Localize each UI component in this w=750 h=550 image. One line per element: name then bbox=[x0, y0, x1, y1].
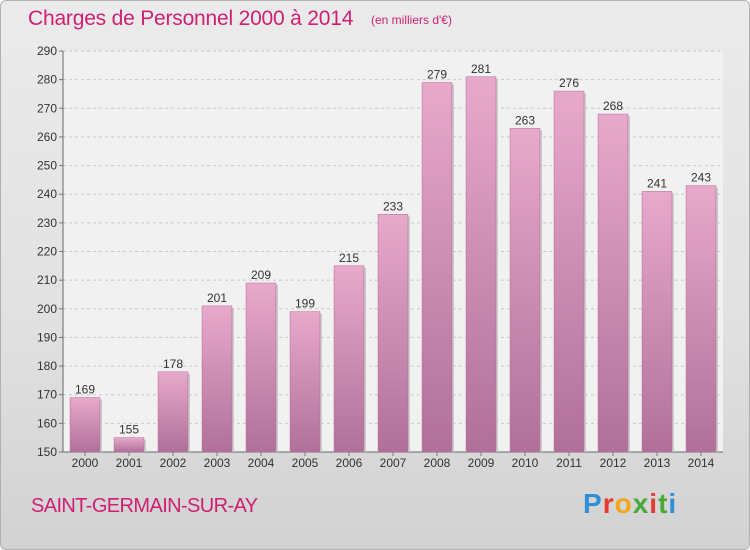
brand-letter: P bbox=[583, 488, 603, 519]
y-tick-label: 200 bbox=[37, 302, 57, 316]
bar-value-label: 281 bbox=[471, 62, 491, 76]
bar bbox=[553, 90, 585, 453]
y-tick-label: 210 bbox=[37, 273, 57, 287]
bar bbox=[113, 437, 145, 453]
x-tick-label: 2000 bbox=[72, 456, 99, 470]
brand-letter: o bbox=[614, 488, 633, 519]
y-tick-label: 260 bbox=[37, 130, 57, 144]
bar-value-label: 233 bbox=[383, 199, 403, 213]
y-tick-label: 150 bbox=[37, 445, 57, 459]
brand-letter: i bbox=[668, 488, 678, 519]
bar-value-label: 155 bbox=[119, 423, 139, 437]
bar bbox=[597, 113, 629, 453]
x-tick-label: 2014 bbox=[688, 456, 715, 470]
y-tick-label: 290 bbox=[37, 44, 57, 58]
bar-value-label: 209 bbox=[251, 268, 271, 282]
bar bbox=[245, 282, 277, 453]
y-tick-label: 170 bbox=[37, 388, 57, 402]
x-tick-label: 2008 bbox=[424, 456, 451, 470]
x-tick-label: 2010 bbox=[512, 456, 539, 470]
bar-value-label: 268 bbox=[603, 99, 623, 113]
x-tick-label: 2003 bbox=[204, 456, 231, 470]
brand-letter: t bbox=[658, 488, 669, 519]
bar-value-label: 263 bbox=[515, 113, 535, 127]
bar bbox=[641, 191, 673, 453]
bar-value-label: 243 bbox=[691, 171, 711, 185]
town-name: SAINT-GERMAIN-SUR-AY bbox=[31, 495, 258, 517]
chart-title: Charges de Personnel 2000 à 2014 bbox=[28, 7, 354, 30]
bar-value-label: 279 bbox=[427, 68, 447, 82]
y-tick-label: 280 bbox=[37, 73, 57, 87]
x-tick-label: 2001 bbox=[116, 456, 143, 470]
bar bbox=[421, 82, 453, 453]
x-tick-label: 2007 bbox=[380, 456, 407, 470]
bar-value-label: 241 bbox=[647, 176, 667, 190]
y-tick-label: 160 bbox=[37, 416, 57, 430]
bar bbox=[465, 76, 497, 453]
bar bbox=[289, 311, 321, 453]
bar bbox=[333, 265, 365, 453]
x-tick-label: 2002 bbox=[160, 456, 187, 470]
x-tick-label: 2005 bbox=[292, 456, 319, 470]
bar bbox=[377, 214, 409, 453]
bar bbox=[509, 128, 541, 453]
brand-letter: i bbox=[649, 488, 659, 519]
y-tick-label: 220 bbox=[37, 245, 57, 259]
brand-letter: r bbox=[602, 488, 615, 519]
x-tick-label: 2012 bbox=[600, 456, 627, 470]
bar-value-label: 199 bbox=[295, 297, 315, 311]
chart-subtitle: (en milliers d'€) bbox=[371, 13, 452, 27]
bar bbox=[201, 305, 233, 453]
x-tick-label: 2013 bbox=[644, 456, 671, 470]
bar bbox=[157, 371, 189, 453]
bar-value-label: 178 bbox=[163, 357, 183, 371]
x-tick-label: 2011 bbox=[556, 456, 582, 470]
x-tick-label: 2009 bbox=[468, 456, 495, 470]
bar-value-label: 215 bbox=[339, 251, 359, 265]
y-tick-label: 180 bbox=[37, 359, 57, 373]
bar-value-label: 169 bbox=[75, 383, 95, 397]
y-tick-label: 250 bbox=[37, 159, 57, 173]
x-tick-label: 2006 bbox=[336, 456, 363, 470]
bar bbox=[685, 185, 717, 453]
y-tick-label: 190 bbox=[37, 330, 57, 344]
y-tick-label: 270 bbox=[37, 101, 57, 115]
y-tick-label: 240 bbox=[37, 187, 57, 201]
brand-letter: x bbox=[632, 488, 650, 519]
bar bbox=[69, 397, 101, 453]
bar-value-label: 276 bbox=[559, 76, 579, 90]
y-tick-label: 230 bbox=[37, 216, 57, 230]
proxiti-logo: Proxiti bbox=[583, 488, 677, 520]
x-tick-label: 2004 bbox=[248, 456, 275, 470]
bar-value-label: 201 bbox=[207, 291, 227, 305]
